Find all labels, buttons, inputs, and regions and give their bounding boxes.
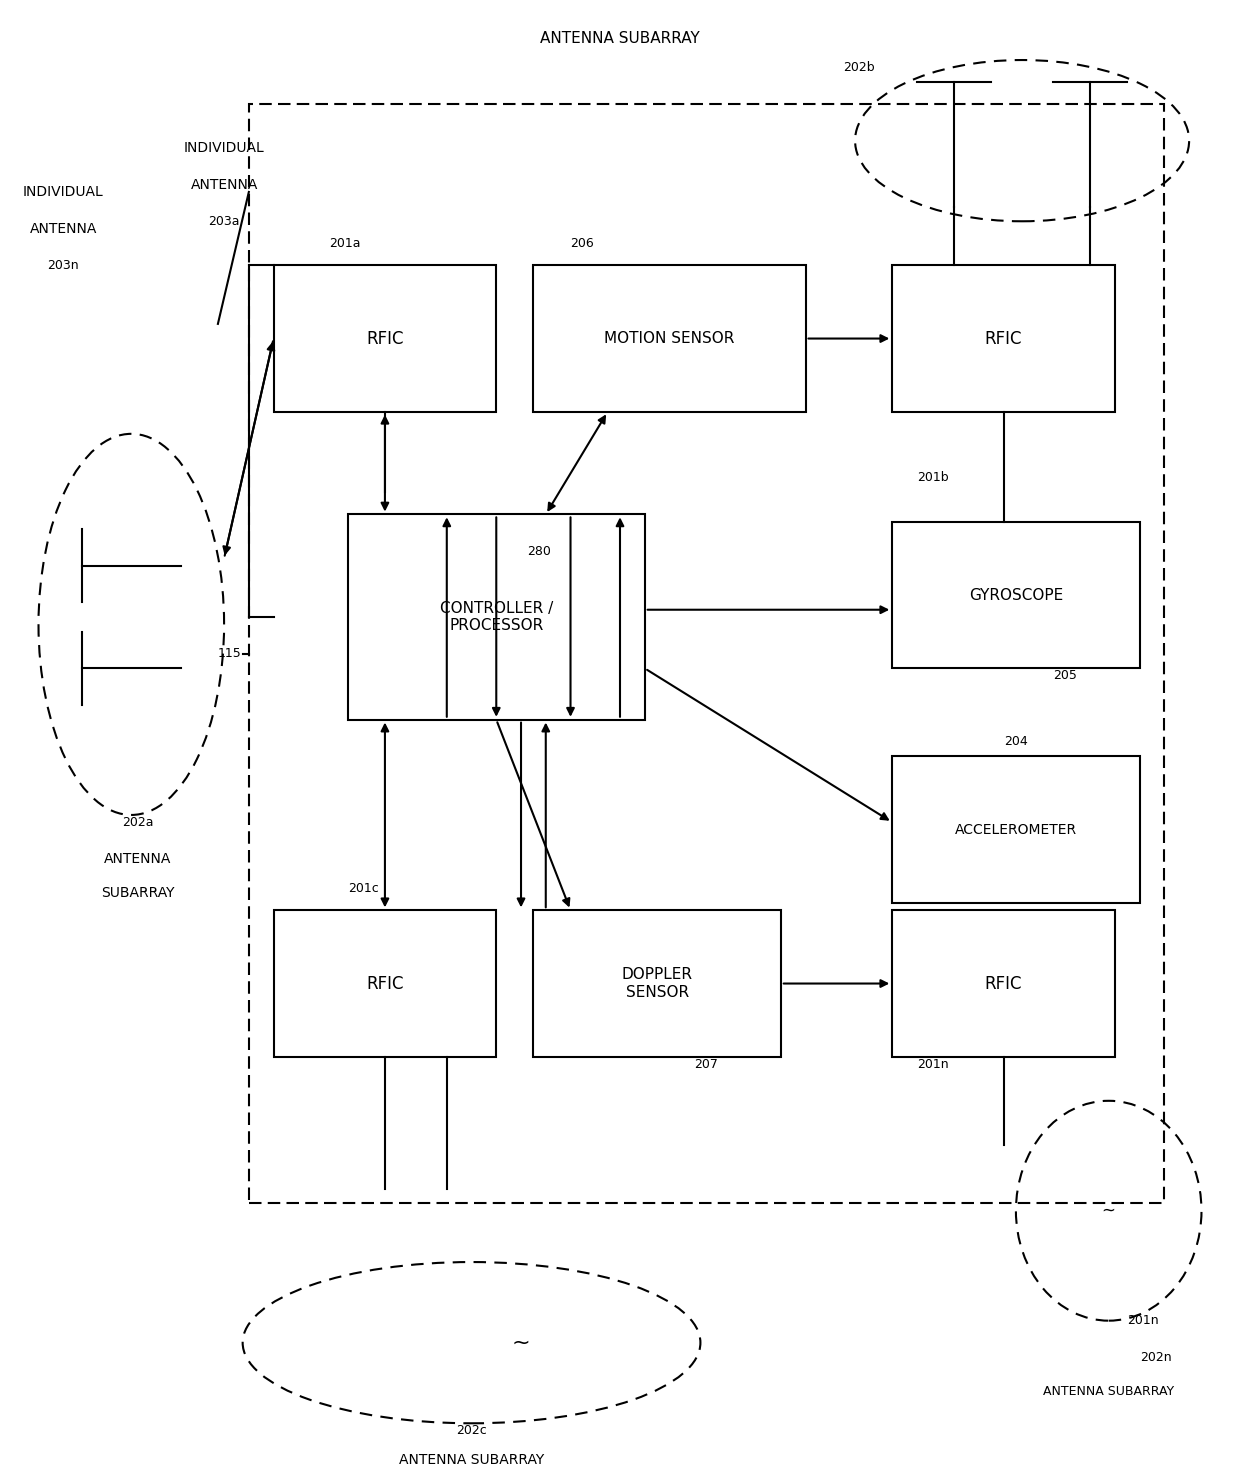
Text: 202b: 202b <box>843 60 874 74</box>
FancyBboxPatch shape <box>893 522 1140 669</box>
Text: 201n: 201n <box>1127 1314 1159 1327</box>
FancyBboxPatch shape <box>274 265 496 412</box>
Text: ANTENNA SUBARRAY: ANTENNA SUBARRAY <box>399 1452 544 1467</box>
FancyBboxPatch shape <box>274 910 496 1057</box>
Text: ANTENNA: ANTENNA <box>30 222 97 235</box>
FancyBboxPatch shape <box>533 910 781 1057</box>
FancyBboxPatch shape <box>893 265 1115 412</box>
Text: 201b: 201b <box>916 472 949 484</box>
Text: 206: 206 <box>570 237 594 250</box>
Text: 205: 205 <box>1054 669 1078 682</box>
FancyBboxPatch shape <box>893 910 1115 1057</box>
Text: 207: 207 <box>694 1057 718 1070</box>
Text: INDIVIDUAL: INDIVIDUAL <box>22 185 104 198</box>
Text: MOTION SENSOR: MOTION SENSOR <box>604 331 734 345</box>
Text: RFIC: RFIC <box>366 329 404 347</box>
Text: 204: 204 <box>1004 735 1028 748</box>
FancyBboxPatch shape <box>347 514 645 720</box>
Text: RFIC: RFIC <box>985 329 1022 347</box>
Text: ANTENNA SUBARRAY: ANTENNA SUBARRAY <box>541 31 699 46</box>
Text: 203a: 203a <box>208 215 239 228</box>
Text: ANTENNA: ANTENNA <box>104 853 171 866</box>
Text: 280: 280 <box>527 544 551 557</box>
Text: GYROSCOPE: GYROSCOPE <box>968 588 1063 603</box>
Text: 203n: 203n <box>47 259 79 272</box>
Text: ACCELEROMETER: ACCELEROMETER <box>955 823 1078 836</box>
Text: SUBARRAY: SUBARRAY <box>100 885 175 900</box>
Text: 201n: 201n <box>916 1057 949 1070</box>
Text: CONTROLLER /
PROCESSOR: CONTROLLER / PROCESSOR <box>440 601 553 634</box>
Text: ~: ~ <box>1101 1202 1116 1220</box>
Text: 202n: 202n <box>1140 1351 1172 1364</box>
Text: 201a: 201a <box>330 237 361 250</box>
Text: ANTENNA SUBARRAY: ANTENNA SUBARRAY <box>1043 1385 1174 1398</box>
Text: INDIVIDUAL: INDIVIDUAL <box>184 141 264 154</box>
Text: ANTENNA: ANTENNA <box>191 178 258 191</box>
Text: RFIC: RFIC <box>985 975 1022 992</box>
FancyBboxPatch shape <box>893 757 1140 903</box>
Text: 201c: 201c <box>347 882 378 895</box>
Text: ~: ~ <box>512 1333 531 1352</box>
Text: DOPPLER
SENSOR: DOPPLER SENSOR <box>621 967 693 1000</box>
Text: 202c: 202c <box>456 1424 487 1438</box>
Text: RFIC: RFIC <box>366 975 404 992</box>
Text: 202a: 202a <box>122 816 154 829</box>
FancyBboxPatch shape <box>533 265 806 412</box>
Text: 115: 115 <box>218 647 242 660</box>
